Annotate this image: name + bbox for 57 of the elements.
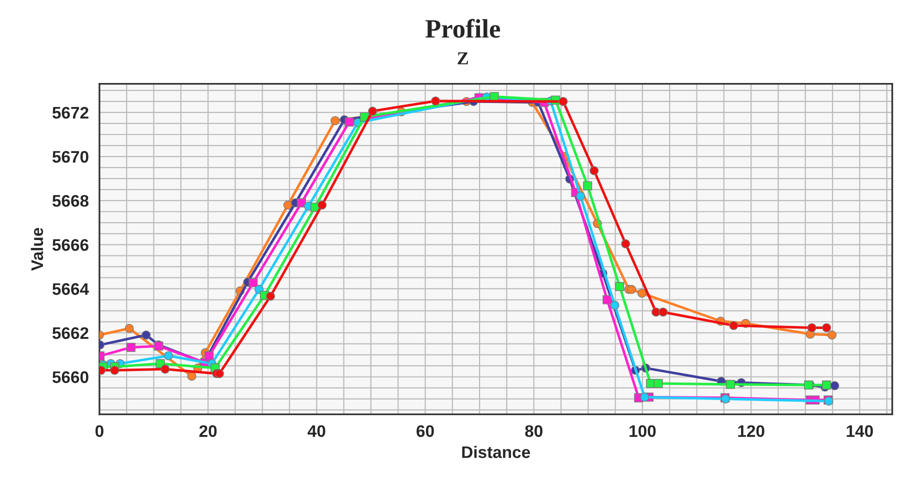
point bbox=[187, 372, 196, 381]
point bbox=[558, 96, 568, 106]
point bbox=[654, 378, 663, 388]
point bbox=[830, 381, 840, 390]
point bbox=[590, 166, 599, 176]
point bbox=[214, 369, 224, 378]
point bbox=[296, 198, 306, 208]
point bbox=[330, 116, 340, 126]
point bbox=[627, 284, 636, 294]
x-axis-title: Distance bbox=[462, 446, 530, 458]
point bbox=[126, 342, 136, 352]
point bbox=[110, 366, 120, 375]
point bbox=[658, 308, 668, 317]
point bbox=[124, 324, 134, 333]
y-tick-label: 5666 bbox=[52, 239, 88, 251]
point bbox=[160, 364, 170, 374]
point bbox=[368, 106, 378, 116]
x-tick-label: 140 bbox=[846, 425, 873, 437]
point bbox=[610, 300, 620, 310]
point bbox=[602, 295, 612, 304]
point bbox=[283, 200, 292, 210]
y-tick-label: 5672 bbox=[52, 106, 88, 119]
point bbox=[248, 278, 258, 288]
point bbox=[807, 323, 816, 332]
point bbox=[431, 96, 440, 106]
y-tick-label: 5664 bbox=[52, 283, 89, 295]
point bbox=[254, 284, 264, 294]
x-tick-label: 60 bbox=[416, 425, 434, 437]
point bbox=[318, 200, 327, 210]
point bbox=[164, 351, 173, 360]
point bbox=[822, 323, 832, 332]
point bbox=[576, 192, 586, 201]
y-tick-label: 5670 bbox=[52, 150, 88, 163]
point bbox=[615, 282, 624, 292]
y-tick-label: 5662 bbox=[52, 327, 88, 340]
x-tick-label: 20 bbox=[199, 425, 217, 437]
x-tick-label: 100 bbox=[630, 425, 656, 437]
chart-subtitle: Z bbox=[458, 52, 468, 64]
point bbox=[583, 181, 592, 190]
y-axis-title: Value bbox=[30, 228, 44, 271]
x-tick-label: 40 bbox=[308, 425, 326, 437]
point bbox=[266, 292, 276, 301]
point bbox=[640, 392, 650, 402]
x-tick-label: 120 bbox=[738, 425, 764, 437]
y-tick-label: 5660 bbox=[52, 371, 88, 384]
y-tick-label: 5668 bbox=[52, 195, 89, 207]
point bbox=[204, 351, 214, 360]
point bbox=[637, 288, 646, 298]
point bbox=[621, 239, 630, 248]
point bbox=[827, 330, 836, 340]
point bbox=[726, 380, 735, 389]
point bbox=[142, 330, 151, 340]
point bbox=[729, 321, 738, 330]
x-tick-label: 80 bbox=[525, 425, 542, 437]
chart-title: Profile bbox=[425, 18, 500, 38]
point bbox=[344, 117, 354, 126]
x-tick-label: 0 bbox=[95, 425, 104, 437]
